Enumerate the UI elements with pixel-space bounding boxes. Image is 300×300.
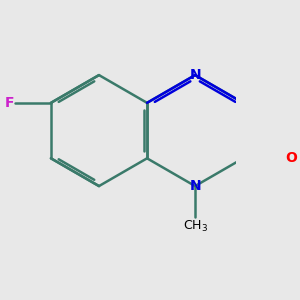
Text: O: O [286,151,297,165]
Text: N: N [189,68,201,82]
Text: F: F [4,96,14,110]
Text: N: N [189,179,201,193]
Text: CH$_3$: CH$_3$ [182,219,208,234]
